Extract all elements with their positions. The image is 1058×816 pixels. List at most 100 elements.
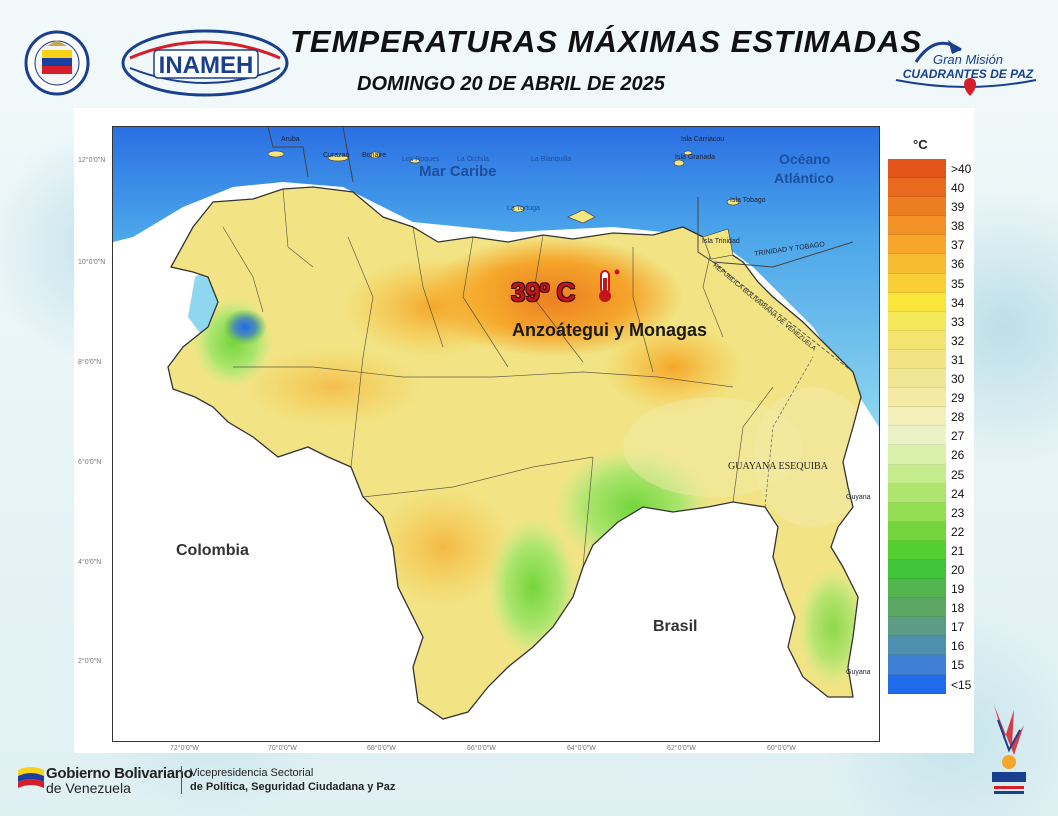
legend-swatch bbox=[888, 311, 946, 331]
legend-swatch bbox=[888, 540, 946, 560]
legend-label: 22 bbox=[951, 524, 965, 539]
legend-swatch bbox=[888, 254, 946, 274]
legend-swatch bbox=[888, 369, 946, 389]
legend-swatch bbox=[888, 216, 946, 236]
label-la-blanquilla: La Blanquilla bbox=[531, 156, 572, 163]
legend-swatch bbox=[888, 655, 946, 675]
gran-mision-cuadrantes-logo: Gran Misión CUADRANTES DE PAZ bbox=[895, 40, 1037, 96]
legend-entry: >40 bbox=[888, 159, 972, 179]
svg-text:Gran Misión: Gran Misión bbox=[933, 52, 1003, 67]
legend-swatch bbox=[888, 445, 946, 465]
label-mar-caribe: Mar Caribe bbox=[419, 163, 497, 180]
thermometer-icon bbox=[599, 269, 620, 302]
legend-swatch bbox=[888, 674, 946, 694]
lon-label-68w: 68°0'0"W bbox=[367, 745, 396, 752]
legend-entry: 38 bbox=[888, 216, 972, 236]
legend-label: 24 bbox=[951, 486, 965, 501]
legend-swatch bbox=[888, 617, 946, 637]
lon-label-66w: 66°0'0"W bbox=[467, 745, 496, 752]
svg-text:INAMEH: INAMEH bbox=[159, 52, 254, 79]
footer-gobierno-line2: de Venezuela bbox=[46, 780, 131, 796]
legend-entry: 27 bbox=[888, 426, 972, 446]
legend-label: 31 bbox=[951, 352, 965, 367]
max-temperature-label: 39º C bbox=[511, 277, 576, 307]
footer-gobierno-line1: Gobierno Bolivariano bbox=[46, 765, 193, 782]
legend-entry: 26 bbox=[888, 445, 972, 465]
legend-swatch bbox=[888, 502, 946, 522]
label-isla-tobago: Isla Tobago bbox=[730, 197, 766, 204]
legend-label: 32 bbox=[951, 333, 965, 348]
lat-label-2n: 2°0'0"N bbox=[78, 658, 102, 665]
legend-label: 38 bbox=[951, 219, 965, 234]
page-title: TEMPERATURAS MÁXIMAS ESTIMADAS bbox=[290, 24, 923, 59]
label-atlantico: Atlántico bbox=[774, 170, 834, 186]
lon-label-70w: 70°0'0"W bbox=[268, 745, 297, 752]
legend-entry: 17 bbox=[888, 617, 972, 637]
legend-entry: 15 bbox=[888, 655, 972, 675]
legend-entry: <15 bbox=[888, 674, 972, 694]
label-guyana-1: Guyana bbox=[846, 494, 871, 501]
temperature-map bbox=[112, 126, 880, 742]
venezuela-temperature-map bbox=[113, 127, 879, 741]
legend-label: 35 bbox=[951, 276, 965, 291]
legend-swatch bbox=[888, 292, 946, 312]
legend-label: 34 bbox=[951, 295, 965, 310]
legend-label: 23 bbox=[951, 505, 965, 520]
gobierno-bolivariano-logo bbox=[18, 767, 44, 788]
footer-vicepresidencia-line2: de Política, Seguridad Ciudadana y Paz bbox=[190, 781, 396, 793]
footer-vicepresidencia-line1: Vicepresidencia Sectorial bbox=[190, 767, 314, 779]
footer-divider bbox=[181, 766, 182, 794]
legend-label: 40 bbox=[951, 181, 965, 196]
lon-label-72w: 72°0'0"W bbox=[170, 745, 199, 752]
legend-label: 25 bbox=[951, 467, 965, 482]
legend-label: 20 bbox=[951, 562, 965, 577]
legend-label: 16 bbox=[951, 639, 965, 654]
legend-entry: 39 bbox=[888, 197, 972, 217]
label-isla-trinidad: Isla Trinidad bbox=[702, 238, 740, 245]
legend-entry: 25 bbox=[888, 464, 972, 484]
label-brasil: Brasil bbox=[653, 618, 698, 635]
legend-label: 37 bbox=[951, 238, 965, 253]
legend-label: 26 bbox=[951, 448, 965, 463]
bicentenario-logo bbox=[992, 705, 1026, 794]
government-seal-logo bbox=[24, 30, 90, 96]
lat-label-6n: 6°0'0"N bbox=[78, 459, 102, 466]
legend-entry: 28 bbox=[888, 407, 972, 427]
legend-entry: 24 bbox=[888, 483, 972, 503]
lon-label-62w: 62°0'0"W bbox=[667, 745, 696, 752]
label-guayana-esequiba: GUAYANA ESEQUIBA bbox=[728, 461, 828, 472]
legend-entry: 31 bbox=[888, 349, 972, 370]
label-bonaire: Bonaire bbox=[362, 152, 387, 159]
legend-swatch bbox=[888, 235, 946, 255]
legend-label: <15 bbox=[951, 677, 972, 692]
legend-swatch bbox=[888, 197, 946, 217]
page-subtitle-date: DOMINGO 20 DE ABRIL DE 2025 bbox=[357, 73, 665, 95]
legend-entry: 16 bbox=[888, 636, 972, 656]
lat-label-4n: 4°0'0"N bbox=[78, 559, 102, 566]
legend-entry: 18 bbox=[888, 598, 972, 618]
legend-label: 28 bbox=[951, 410, 965, 425]
legend-entry: 33 bbox=[888, 311, 972, 331]
legend-swatch bbox=[888, 598, 946, 618]
legend-label: >40 bbox=[951, 162, 972, 176]
legend-swatch bbox=[888, 464, 946, 484]
legend-entry: 20 bbox=[888, 559, 972, 580]
lon-label-64w: 64°0'0"W bbox=[567, 745, 596, 752]
legend-swatch bbox=[888, 636, 946, 656]
legend-entry: 34 bbox=[888, 292, 972, 312]
label-guyana-2: Guyana bbox=[846, 669, 871, 676]
legend-entry: 40 bbox=[888, 178, 972, 198]
label-oceano: Océano bbox=[779, 151, 831, 167]
legend-entry: 37 bbox=[888, 235, 972, 255]
legend-entry: 32 bbox=[888, 330, 972, 350]
legend-entry: 23 bbox=[888, 502, 972, 522]
legend-swatch bbox=[888, 178, 946, 198]
label-colombia: Colombia bbox=[176, 542, 249, 559]
legend-entry: 19 bbox=[888, 579, 972, 599]
legend-unit: °C bbox=[913, 137, 928, 152]
temperature-legend: >40 40 39 38 37 36 35 34 33 32 31 30 29 28 27 26 25 24 23 2… bbox=[888, 159, 972, 694]
lat-label-12n: 12°0'0"N bbox=[78, 157, 106, 164]
label-isla-carriacou: Isla Carriacou bbox=[681, 136, 725, 143]
legend-swatch bbox=[888, 426, 946, 446]
inameh-logo: INAMEH bbox=[121, 29, 289, 97]
